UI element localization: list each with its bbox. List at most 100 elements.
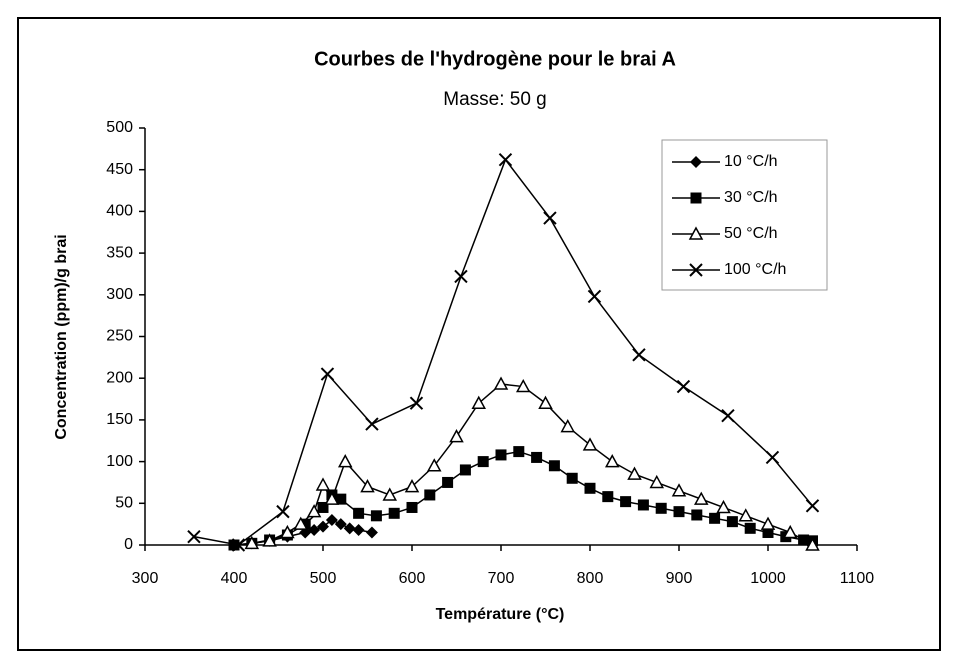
data-point xyxy=(334,518,347,531)
data-point xyxy=(632,348,646,362)
legend-marker xyxy=(690,192,702,204)
y-tick-label: 400 xyxy=(106,203,133,220)
data-point xyxy=(353,507,365,519)
data-point xyxy=(365,417,379,431)
data-point xyxy=(604,454,620,468)
data-point xyxy=(744,522,756,534)
y-tick-label: 150 xyxy=(106,411,133,428)
data-point xyxy=(424,489,436,501)
data-point xyxy=(762,526,774,538)
data-point xyxy=(620,496,632,508)
data-point xyxy=(459,464,471,476)
data-point xyxy=(442,476,454,488)
data-point xyxy=(716,499,731,514)
data-point xyxy=(602,491,614,503)
data-point xyxy=(495,449,507,461)
data-point xyxy=(560,419,576,433)
y-tick-label: 350 xyxy=(106,244,133,261)
legend-marker xyxy=(690,156,702,168)
data-point xyxy=(566,472,578,484)
data-point xyxy=(449,429,464,443)
legend-label: 10 °C/h xyxy=(724,153,778,170)
legend-box xyxy=(661,139,828,291)
data-point xyxy=(693,491,709,505)
data-point xyxy=(637,499,649,511)
data-point xyxy=(343,522,356,535)
x-tick-label: 900 xyxy=(666,570,693,587)
data-point xyxy=(244,535,260,550)
data-point xyxy=(315,477,331,491)
data-point xyxy=(587,289,602,304)
x-tick-label: 500 xyxy=(310,570,337,587)
data-point xyxy=(306,504,322,518)
data-point xyxy=(360,479,375,493)
y-tick-label: 250 xyxy=(106,328,133,345)
data-point xyxy=(805,499,820,513)
data-point xyxy=(805,537,820,551)
data-point xyxy=(352,523,365,536)
data-point xyxy=(320,367,335,381)
data-point xyxy=(493,376,509,390)
legend-marker xyxy=(689,263,703,277)
data-point xyxy=(454,269,468,284)
data-point xyxy=(365,526,378,539)
data-point xyxy=(308,523,321,536)
data-point xyxy=(671,483,687,497)
y-tick-label: 100 xyxy=(106,453,133,470)
data-point xyxy=(280,524,295,539)
data-point xyxy=(709,512,721,524)
data-point xyxy=(548,460,560,472)
y-tick-label: 50 xyxy=(115,495,133,512)
data-point xyxy=(262,533,277,547)
legend-label: 30 °C/h xyxy=(724,189,778,206)
data-point xyxy=(276,504,290,519)
data-point xyxy=(382,487,398,501)
chart-title: Courbes de l'hydrogène pour le brai A xyxy=(314,48,676,70)
x-tick-label: 400 xyxy=(221,570,248,587)
data-point xyxy=(738,508,754,522)
y-tick-label: 450 xyxy=(106,161,133,178)
data-point xyxy=(673,506,685,518)
data-point xyxy=(409,396,424,410)
x-tick-label: 700 xyxy=(488,570,515,587)
legend-marker xyxy=(688,226,704,240)
data-point xyxy=(726,516,738,528)
y-tick-label: 200 xyxy=(106,369,133,386)
data-point xyxy=(477,456,489,468)
data-point xyxy=(538,395,553,409)
data-point xyxy=(765,450,780,465)
x-tick-label: 600 xyxy=(399,570,426,587)
x-tick-label: 800 xyxy=(577,570,604,587)
data-point xyxy=(324,491,340,505)
data-point xyxy=(782,524,798,539)
data-point xyxy=(582,437,598,451)
data-point xyxy=(531,451,543,463)
data-point xyxy=(187,529,201,544)
y-tick-label: 0 xyxy=(124,536,133,553)
x-tick-label: 1000 xyxy=(750,570,786,587)
y-tick-label: 300 xyxy=(106,286,133,303)
data-point xyxy=(721,409,735,423)
data-point xyxy=(426,458,442,472)
data-point xyxy=(228,539,240,551)
data-point xyxy=(655,502,667,514)
data-point xyxy=(627,466,642,480)
x-axis-label: Température (°C) xyxy=(436,606,565,623)
y-tick-label: 500 xyxy=(106,119,133,136)
data-point xyxy=(388,507,400,519)
data-point xyxy=(760,516,776,530)
data-point xyxy=(299,518,311,530)
data-point xyxy=(498,152,513,167)
data-point xyxy=(513,446,525,458)
x-tick-label: 1100 xyxy=(840,570,875,587)
data-point xyxy=(649,474,665,489)
data-point xyxy=(515,378,531,393)
data-point xyxy=(325,513,338,526)
chart-subtitle: Masse: 50 g xyxy=(443,89,547,110)
data-point xyxy=(406,501,418,513)
y-axis-label: Concentration (ppm)/g brai xyxy=(53,234,70,439)
data-point xyxy=(691,509,703,521)
data-point xyxy=(543,211,557,225)
legend-label: 100 °C/h xyxy=(724,261,786,278)
